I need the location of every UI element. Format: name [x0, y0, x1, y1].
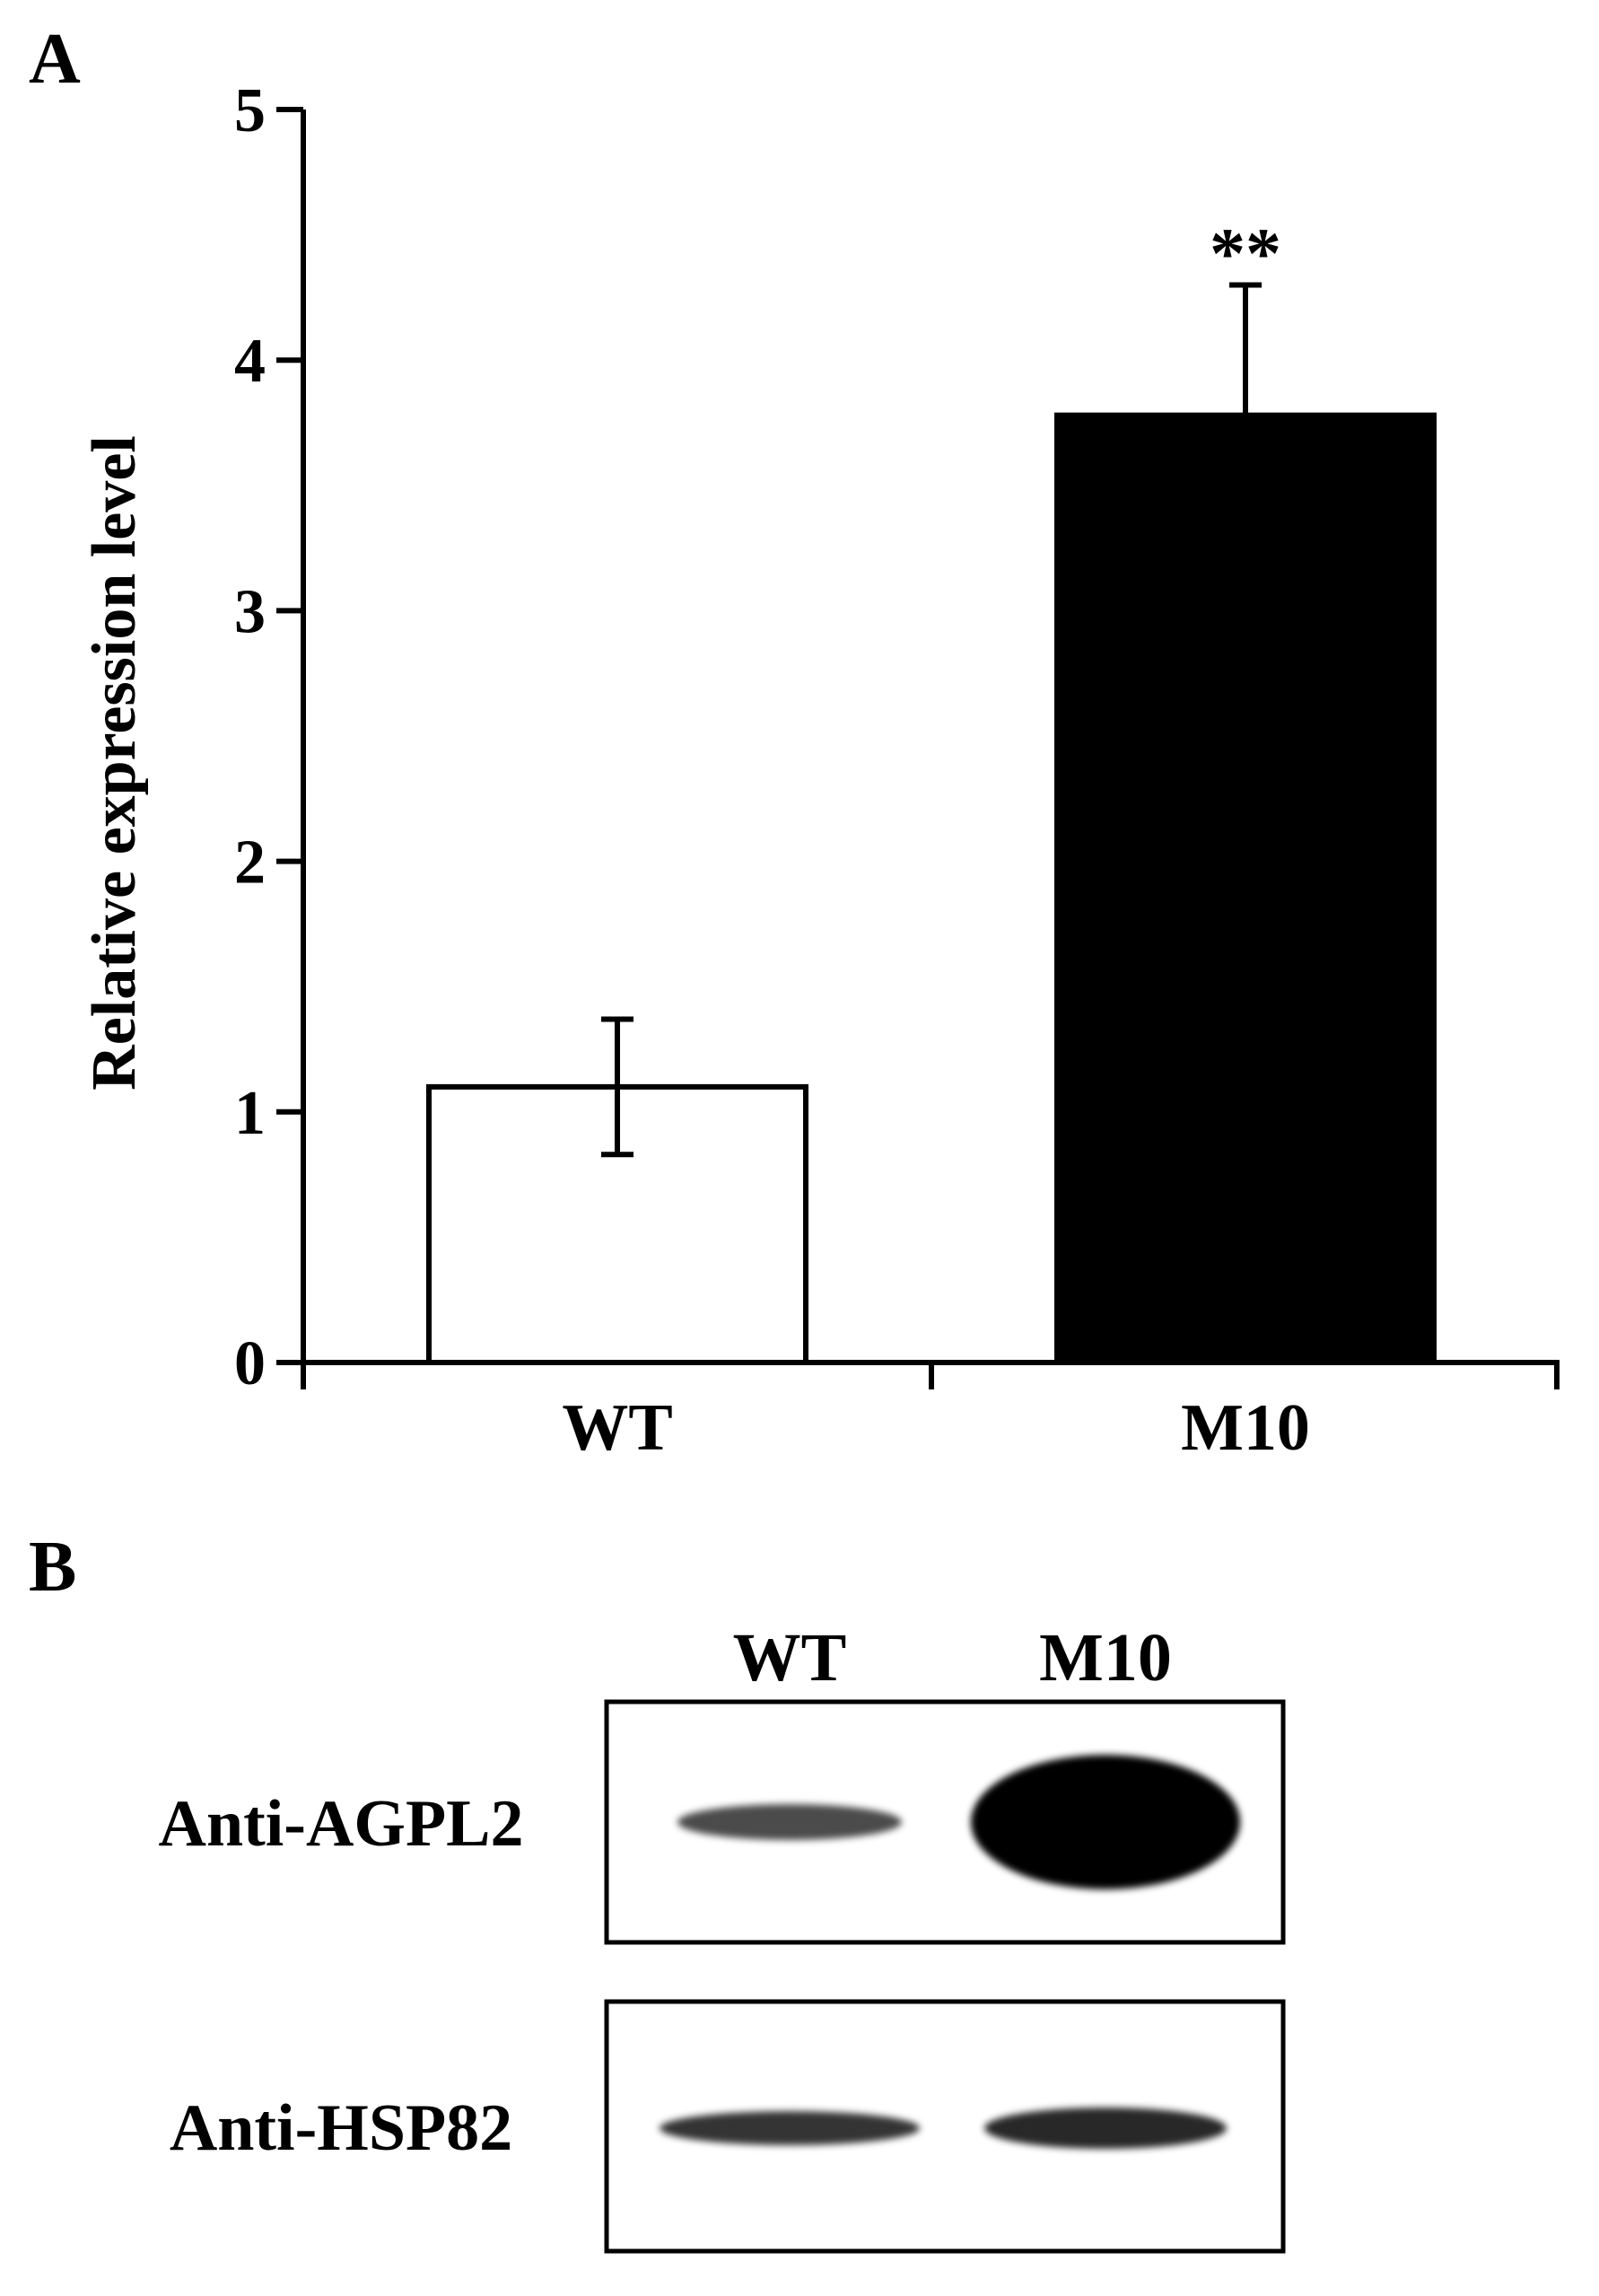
panel-b-label: B — [29, 1528, 76, 1607]
y-tick-label: 4 — [234, 327, 266, 396]
panel-a-label: A — [29, 20, 81, 99]
x-axis-ticks: WT M10 — [301, 1363, 1560, 1465]
blot-band — [677, 1804, 902, 1840]
blot-band — [984, 2108, 1227, 2149]
y-axis-label: Relative expression level — [80, 435, 149, 1091]
y-axis-ticks: 0 1 2 3 4 5 — [234, 76, 303, 1398]
y-tick-label: 1 — [234, 1079, 266, 1148]
blot-row-label: Anti-AGPL2 — [159, 1787, 524, 1861]
blot-band — [660, 2111, 920, 2145]
significance-annotation: ** — [1210, 215, 1281, 294]
bars: ** — [426, 215, 1437, 1365]
western-blot: WT M10 Anti-AGPL2 Anti-HSP82 — [159, 1620, 1286, 2254]
bar-chart: Relative expression level 0 1 2 3 4 5 ** WT M1… — [80, 76, 1560, 1465]
blot-band — [971, 1755, 1240, 1889]
y-tick-label: 2 — [234, 828, 266, 898]
y-tick-label: 3 — [234, 577, 266, 646]
x-category-label: M10 — [1181, 1391, 1310, 1465]
lane-label-wt: WT — [733, 1620, 847, 1696]
bar-m10 — [1054, 412, 1437, 1365]
y-tick-label: 5 — [234, 76, 266, 145]
lane-label-m10: M10 — [1039, 1620, 1172, 1696]
x-category-label: WT — [562, 1391, 672, 1465]
blot-row-label: Anti-HSP82 — [170, 2091, 512, 2165]
y-tick-label: 0 — [234, 1329, 266, 1398]
